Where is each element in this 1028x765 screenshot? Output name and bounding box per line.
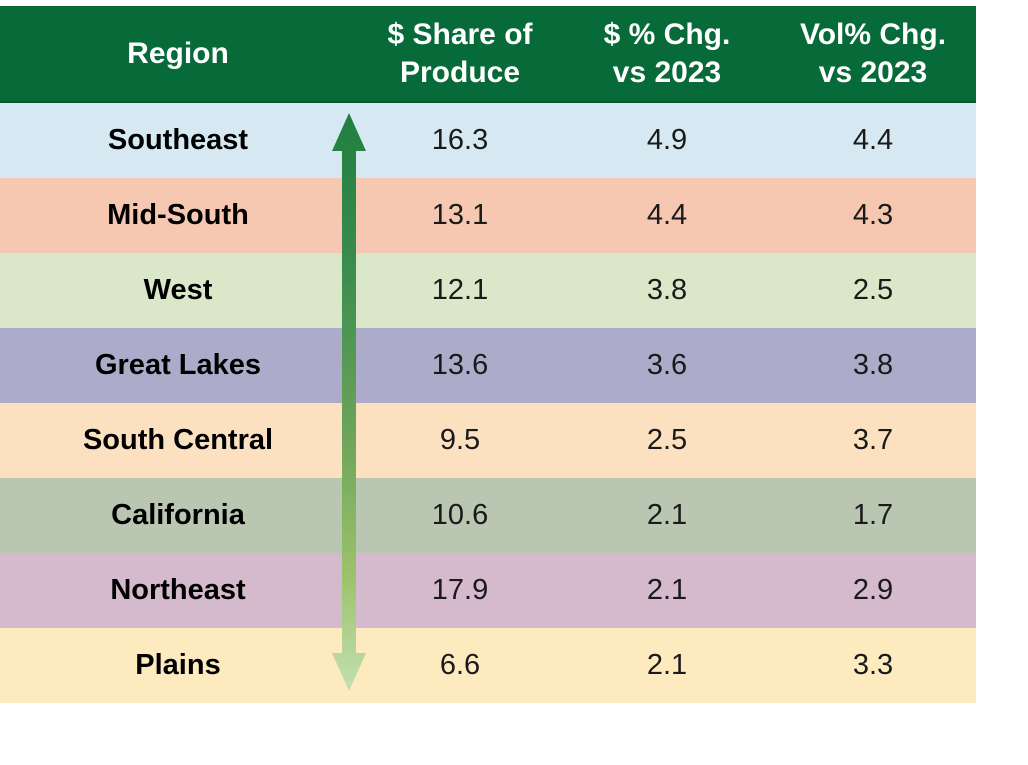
region-label: Great Lakes <box>94 349 262 381</box>
table-row-mid-south: Mid-South 13.1 4.4 4.3 <box>0 178 976 253</box>
table-row-plains: Plains 6.6 2.1 3.3 <box>0 628 976 703</box>
column-header-region: Region <box>127 36 229 70</box>
table-row-northeast: Northeast 17.9 2.1 2.9 <box>0 553 976 628</box>
vol-chg-value: 3.3 <box>852 649 894 681</box>
share-value: 17.9 <box>431 574 489 606</box>
column-header-share-of-produce: $ Share of Produce <box>387 18 533 89</box>
dollar-chg-value: 2.1 <box>646 574 688 606</box>
region-label: West <box>143 274 213 306</box>
dollar-chg-value: 2.1 <box>646 499 688 531</box>
share-value: 6.6 <box>439 649 481 681</box>
table-row-great-lakes: Great Lakes 13.6 3.6 3.8 <box>0 328 976 403</box>
dollar-chg-value: 3.8 <box>646 274 688 306</box>
share-value: 13.6 <box>431 349 489 381</box>
table-header-row: Region $ Share of Produce $ % Chg. vs 20… <box>0 6 976 103</box>
column-header-dollar-pct-chg: $ % Chg. vs 2023 <box>603 18 731 89</box>
region-performance-table: Region $ Share of Produce $ % Chg. vs 20… <box>0 6 976 703</box>
share-value: 16.3 <box>431 124 489 156</box>
vol-chg-value: 2.5 <box>852 274 894 306</box>
region-label: Plains <box>135 649 221 681</box>
table-row-south-central: South Central 9.5 2.5 3.7 <box>0 403 976 478</box>
share-value: 10.6 <box>431 499 489 531</box>
region-label: South Central <box>82 424 274 456</box>
dollar-chg-value: 4.4 <box>646 199 688 231</box>
table-row-west: West 12.1 3.8 2.5 <box>0 253 976 328</box>
vol-chg-value: 4.4 <box>852 124 894 156</box>
table-row-southeast: Southeast 16.3 4.9 4.4 <box>0 103 976 178</box>
table-row-california: California 10.6 2.1 1.7 <box>0 478 976 553</box>
region-label: Northeast <box>110 574 246 606</box>
share-value: 12.1 <box>431 274 489 306</box>
region-label: Southeast <box>107 124 249 156</box>
dollar-chg-value: 2.5 <box>646 424 688 456</box>
vol-chg-value: 3.8 <box>852 349 894 381</box>
vol-chg-value: 4.3 <box>852 199 894 231</box>
region-label: Mid-South <box>107 199 249 231</box>
region-label: California <box>111 499 245 531</box>
dollar-chg-value: 3.6 <box>646 349 688 381</box>
share-value: 13.1 <box>431 199 489 231</box>
vol-chg-value: 3.7 <box>852 424 894 456</box>
column-header-vol-pct-chg: Vol% Chg. vs 2023 <box>799 18 947 89</box>
vol-chg-value: 2.9 <box>852 574 894 606</box>
vol-chg-value: 1.7 <box>852 499 894 531</box>
share-value: 9.5 <box>439 424 481 456</box>
dollar-chg-value: 4.9 <box>646 124 688 156</box>
dollar-chg-value: 2.1 <box>646 649 688 681</box>
